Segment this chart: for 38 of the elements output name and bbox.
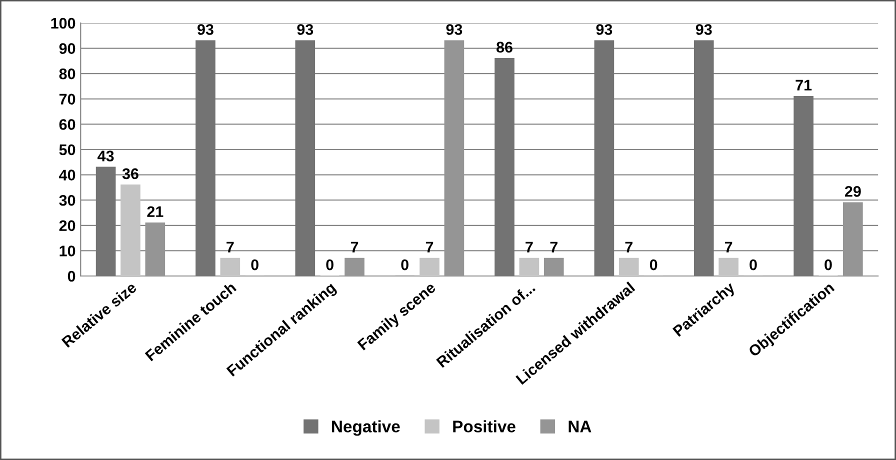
y-tick-label: 50 [59,144,76,156]
data-label: 93 [297,24,314,35]
data-label: 0 [750,259,757,270]
data-label: 0 [326,259,334,270]
y-tick-label: 20 [59,220,76,232]
data-label: 7 [526,242,533,252]
y-tick-label: 10 [60,246,76,256]
data-label: 36 [122,168,138,180]
data-label: 0 [251,259,258,270]
data-label: 7 [724,242,732,252]
data-label: 93 [696,24,712,35]
y-tick-label: 100 [51,18,76,29]
legend-label: NA [568,420,592,432]
data-label: 29 [844,186,861,197]
data-label: 0 [401,259,408,270]
data-label: 0 [824,259,832,270]
data-label: 93 [198,24,214,35]
y-tick-label: 70 [59,94,76,105]
y-tick-label: 60 [59,119,76,130]
data-label: 0 [650,259,658,270]
y-tick-label: 90 [59,43,76,54]
data-label: 93 [596,24,612,35]
data-label: 7 [426,242,434,252]
y-tick-label: 80 [59,68,76,80]
data-label: 86 [496,42,512,53]
legend-label: Negative [332,420,400,436]
data-label: 71 [796,80,812,90]
data-label: 21 [147,206,164,217]
data-label: 43 [98,150,114,162]
data-label: 7 [350,242,358,252]
y-tick-label: 40 [59,170,76,180]
data-label: 7 [226,242,234,252]
legend-label: Positive [453,420,516,432]
data-label: 93 [446,24,462,35]
data-label: 7 [625,242,632,252]
data-label: 7 [550,242,558,252]
y-tick-label: 0 [68,270,76,282]
y-tick-label: 30 [59,194,76,206]
